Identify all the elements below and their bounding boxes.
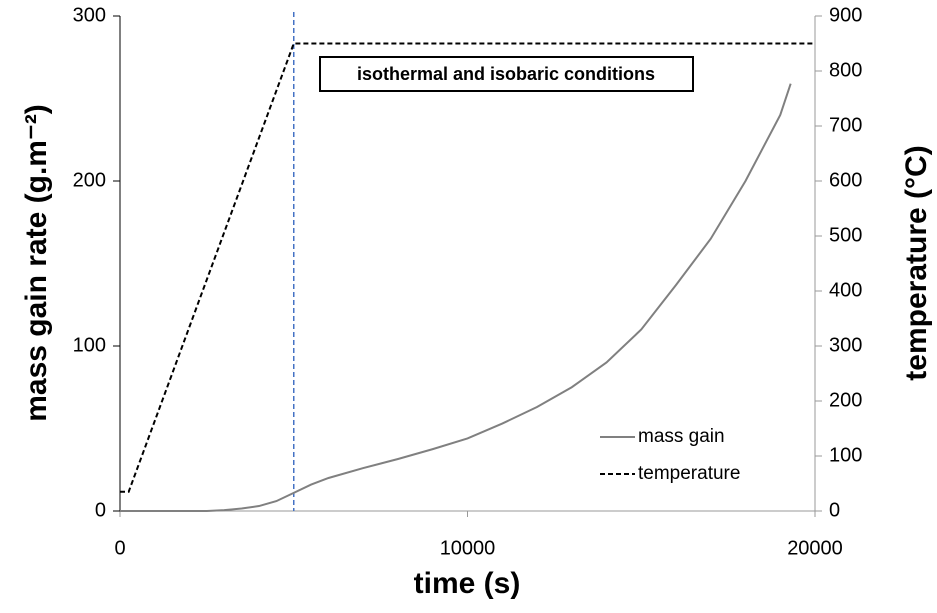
x-axis-title: time (s) bbox=[414, 567, 521, 600]
y-tick-label: 300 bbox=[73, 4, 106, 26]
series-line bbox=[120, 42, 815, 493]
y-axis-title: mass gain rate (g.m⁻²) bbox=[20, 104, 53, 422]
legend-label: mass gain bbox=[638, 426, 725, 447]
legend-label: temperature bbox=[638, 463, 740, 484]
y2-tick-label: 500 bbox=[829, 224, 862, 246]
y2-tick-label: 200 bbox=[829, 389, 862, 411]
y-tick-label: 200 bbox=[73, 169, 106, 191]
y2-tick-label: 100 bbox=[829, 444, 862, 466]
annotation: isothermal and isobaric conditions bbox=[357, 64, 655, 84]
y2-tick-label: 400 bbox=[829, 279, 862, 301]
y2-tick-label: 800 bbox=[829, 59, 862, 81]
y2-tick-label: 900 bbox=[829, 4, 862, 26]
x-tick-label: 20000 bbox=[787, 537, 843, 559]
y2-tick-label: 700 bbox=[829, 114, 862, 136]
annotation-box bbox=[319, 56, 694, 92]
y-tick-label: 0 bbox=[95, 499, 106, 521]
x-tick-label: 0 bbox=[114, 537, 125, 559]
y2-tick-label: 300 bbox=[829, 334, 862, 356]
y2-tick-label: 0 bbox=[829, 499, 840, 521]
y-tick-label: 100 bbox=[73, 334, 106, 356]
y2-axis-title: temperature (°C) bbox=[900, 145, 933, 380]
x-tick-label: 10000 bbox=[440, 537, 496, 559]
y2-tick-label: 600 bbox=[829, 169, 862, 191]
series-line bbox=[120, 83, 792, 512]
